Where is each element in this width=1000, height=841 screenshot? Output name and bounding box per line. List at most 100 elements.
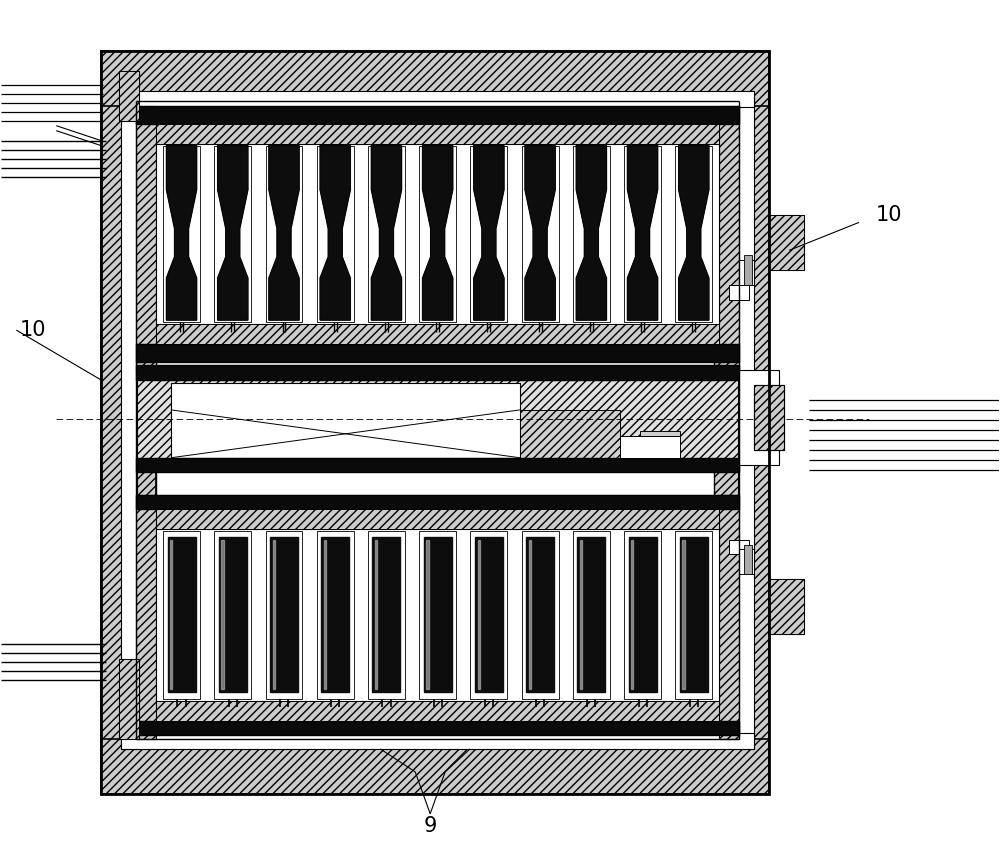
- Polygon shape: [526, 537, 554, 692]
- Polygon shape: [320, 145, 350, 320]
- Bar: [675, 531, 712, 699]
- Bar: [136, 106, 156, 370]
- Bar: [624, 145, 661, 322]
- Bar: [769, 579, 804, 634]
- Bar: [101, 50, 156, 794]
- Polygon shape: [474, 145, 504, 320]
- Polygon shape: [270, 537, 298, 692]
- Polygon shape: [321, 537, 349, 692]
- Bar: [136, 365, 739, 380]
- Polygon shape: [426, 540, 429, 690]
- Bar: [156, 509, 719, 528]
- Bar: [573, 145, 610, 322]
- Bar: [719, 495, 739, 739]
- Bar: [368, 145, 405, 322]
- Polygon shape: [219, 537, 247, 692]
- Bar: [121, 733, 754, 749]
- Bar: [675, 145, 712, 322]
- Polygon shape: [423, 145, 453, 320]
- Bar: [419, 531, 456, 699]
- Bar: [520, 410, 620, 458]
- Bar: [156, 324, 719, 344]
- Bar: [739, 370, 779, 465]
- Bar: [739, 260, 754, 285]
- Bar: [136, 721, 739, 735]
- Bar: [214, 531, 251, 699]
- Polygon shape: [629, 537, 657, 692]
- Bar: [744, 256, 752, 285]
- Polygon shape: [273, 540, 275, 690]
- Bar: [156, 106, 714, 739]
- Polygon shape: [580, 540, 582, 690]
- Bar: [156, 701, 719, 721]
- Polygon shape: [166, 145, 197, 320]
- Polygon shape: [371, 145, 402, 320]
- Bar: [769, 579, 804, 634]
- Bar: [136, 458, 739, 472]
- Polygon shape: [269, 145, 299, 320]
- Polygon shape: [424, 537, 452, 692]
- Bar: [744, 544, 752, 574]
- Bar: [522, 145, 559, 322]
- Bar: [317, 531, 354, 699]
- Bar: [156, 144, 719, 324]
- Text: 10: 10: [19, 320, 46, 340]
- Bar: [522, 531, 559, 699]
- Bar: [121, 91, 137, 749]
- Bar: [136, 344, 739, 362]
- Polygon shape: [221, 540, 224, 690]
- Bar: [714, 50, 769, 794]
- Bar: [739, 549, 754, 574]
- Bar: [136, 495, 156, 739]
- Bar: [266, 145, 302, 322]
- Text: 10: 10: [876, 205, 902, 225]
- Bar: [624, 531, 661, 699]
- Bar: [769, 215, 804, 270]
- Polygon shape: [577, 537, 605, 692]
- Polygon shape: [478, 540, 480, 690]
- Bar: [163, 531, 200, 699]
- Bar: [368, 531, 405, 699]
- Bar: [620, 436, 680, 458]
- Bar: [136, 106, 739, 124]
- Bar: [729, 285, 749, 300]
- Polygon shape: [679, 145, 709, 320]
- Polygon shape: [475, 537, 503, 692]
- Bar: [101, 739, 769, 794]
- Bar: [156, 528, 719, 701]
- Bar: [317, 145, 354, 322]
- Bar: [214, 145, 251, 322]
- Bar: [101, 50, 769, 106]
- Bar: [119, 659, 139, 739]
- Bar: [419, 145, 456, 322]
- Polygon shape: [170, 540, 172, 690]
- Polygon shape: [324, 540, 326, 690]
- Bar: [719, 106, 739, 370]
- Bar: [729, 540, 749, 554]
- Bar: [738, 91, 754, 749]
- Bar: [171, 383, 520, 458]
- Polygon shape: [372, 537, 400, 692]
- Polygon shape: [168, 537, 196, 692]
- Polygon shape: [682, 540, 685, 690]
- Bar: [121, 91, 754, 107]
- Text: 9: 9: [424, 816, 437, 836]
- Polygon shape: [218, 145, 248, 320]
- Bar: [156, 124, 719, 144]
- Bar: [769, 215, 804, 270]
- Bar: [136, 365, 739, 470]
- Bar: [136, 495, 739, 509]
- Bar: [119, 71, 139, 120]
- Polygon shape: [627, 145, 658, 320]
- Bar: [470, 145, 507, 322]
- Bar: [640, 431, 680, 436]
- Bar: [101, 50, 769, 794]
- Bar: [754, 385, 784, 450]
- Bar: [119, 71, 139, 120]
- Polygon shape: [525, 145, 555, 320]
- Polygon shape: [576, 145, 606, 320]
- Bar: [754, 385, 784, 450]
- Bar: [266, 531, 302, 699]
- Polygon shape: [529, 540, 531, 690]
- Bar: [163, 145, 200, 322]
